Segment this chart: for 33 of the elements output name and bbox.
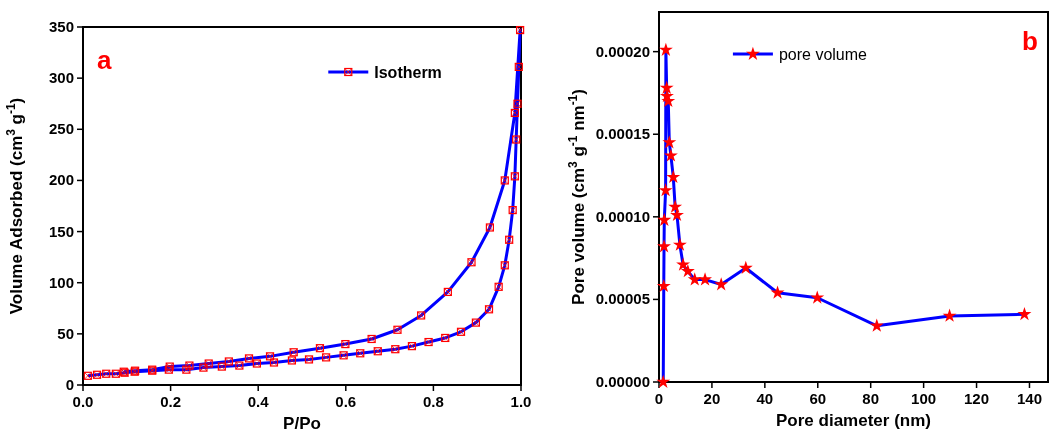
x-axis-title: P/Po (283, 414, 321, 433)
x-tick-label: 0.6 (335, 393, 357, 410)
y-tick-label: 200 (48, 171, 74, 189)
y-tick-label: 0.00000 (595, 373, 650, 390)
y-tick-label: 100 (48, 273, 74, 291)
y-tick-label: 50 (57, 324, 74, 342)
x-tick-label: 80 (862, 390, 880, 407)
y-tick-label: 0.00020 (595, 42, 650, 60)
x-tick-label: 140 (1016, 390, 1042, 407)
y-tick-label: 150 (48, 222, 74, 240)
x-tick-label: 100 (911, 390, 937, 407)
x-tick-label: 0.2 (160, 393, 182, 410)
x-tick-label: 20 (703, 390, 721, 407)
x-tick-label: 40 (756, 390, 774, 407)
x-tick-label: 0.8 (422, 393, 444, 410)
x-tick-label: 120 (964, 390, 990, 407)
x-tick-label: 0.0 (72, 393, 94, 410)
legend-label: Isotherm (374, 64, 442, 81)
annotation: b (1022, 26, 1038, 56)
y-tick-label: 0 (65, 376, 74, 393)
y-tick-label: 250 (48, 120, 74, 138)
x-tick-label: 0 (654, 390, 664, 407)
x-tick-label: 1.0 (510, 393, 532, 410)
x-axis-title: Pore diameter (nm) (776, 411, 931, 430)
legend-label: pore volume (778, 46, 868, 63)
y-tick-label: 0.00010 (595, 207, 650, 225)
x-tick-label: 0.4 (247, 393, 270, 410)
y-tick-label: 0.00015 (595, 125, 650, 143)
x-tick-label: 60 (809, 390, 827, 407)
y-tick-label: 300 (48, 69, 74, 87)
annotation: a (97, 45, 112, 75)
y-tick-label: 350 (48, 18, 74, 35)
y-tick-label: 0.00005 (595, 290, 650, 308)
